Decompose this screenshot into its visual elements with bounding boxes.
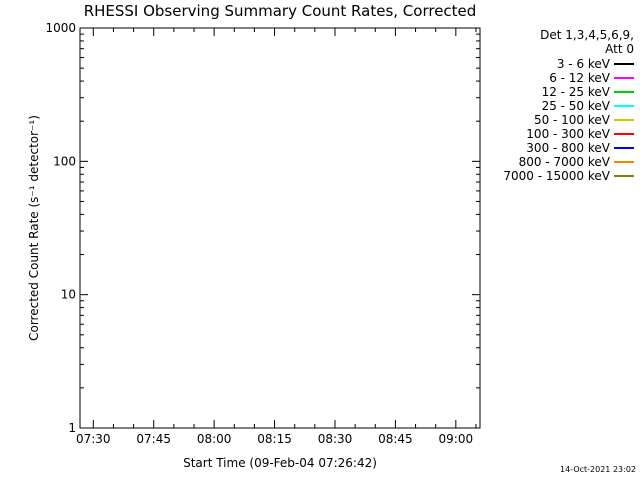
legend-swatch: [614, 63, 634, 65]
legend-label: 12 - 25 keV: [541, 85, 610, 99]
legend-entry: 3 - 6 keV: [474, 57, 634, 71]
legend-swatch: [614, 161, 634, 163]
plot-frame: [79, 27, 481, 429]
legend-label: 25 - 50 keV: [541, 99, 610, 113]
legend-label: 50 - 100 keV: [533, 113, 610, 127]
legend-entry: 12 - 25 keV: [474, 85, 634, 99]
plot-area: 1 10 100 1000 07:30 07:45 08:00 08:15 08:30 08:45…: [45, 21, 481, 446]
x-tick-label: 08:00: [197, 432, 232, 446]
legend-entry: 25 - 50 keV: [474, 99, 634, 113]
legend-label: 800 - 7000 keV: [518, 155, 610, 169]
legend-label: 7000 - 15000 keV: [503, 169, 610, 183]
y-tick-label: 1: [68, 421, 76, 435]
legend-swatch: [614, 77, 634, 79]
x-tick-label: 07:45: [136, 432, 171, 446]
legend-label: 300 - 800 keV: [526, 141, 610, 155]
legend-label: 6 - 12 keV: [549, 71, 610, 85]
legend-entry: 800 - 7000 keV: [474, 155, 634, 169]
chart-title: RHESSI Observing Summary Count Rates, Co…: [84, 2, 477, 20]
x-axis-label: Start Time (09-Feb-04 07:26:42): [183, 456, 377, 470]
datestamp: 14-Oct-2021 23:02: [560, 465, 636, 474]
x-tick-label: 08:15: [257, 432, 292, 446]
legend-entry: 6 - 12 keV: [474, 71, 634, 85]
legend-entry: 50 - 100 keV: [474, 113, 634, 127]
legend-header-line-1: Det 1,3,4,5,6,9,: [540, 28, 634, 42]
x-tick-label: 09:00: [439, 432, 474, 446]
legend-label: 3 - 6 keV: [556, 57, 610, 71]
y-tick-label: 1000: [45, 21, 76, 35]
x-tick-label: 08:45: [378, 432, 413, 446]
y-tick-label: 100: [53, 154, 76, 168]
legend-entry: 300 - 800 keV: [474, 141, 634, 155]
legend: Det 1,3,4,5,6,9, Att 0 3 - 6 keV 6 - 12 k…: [474, 28, 634, 183]
legend-entry: 7000 - 15000 keV: [474, 169, 634, 183]
legend-swatch: [614, 147, 634, 149]
legend-swatch: [614, 119, 634, 121]
y-axis-label: Corrected Count Rate (s⁻¹ detector⁻¹): [27, 115, 41, 341]
legend-header-line-2: Att 0: [605, 42, 634, 56]
legend-swatch: [614, 175, 634, 177]
legend-swatch: [614, 91, 634, 93]
y-tick-label: 10: [61, 288, 76, 302]
legend-swatch: [614, 105, 634, 107]
legend-entry: 100 - 300 keV: [474, 127, 634, 141]
x-tick-label: 08:30: [318, 432, 353, 446]
legend-swatch: [614, 133, 634, 135]
x-tick-label: 07:30: [76, 432, 111, 446]
legend-label: 100 - 300 keV: [526, 127, 610, 141]
